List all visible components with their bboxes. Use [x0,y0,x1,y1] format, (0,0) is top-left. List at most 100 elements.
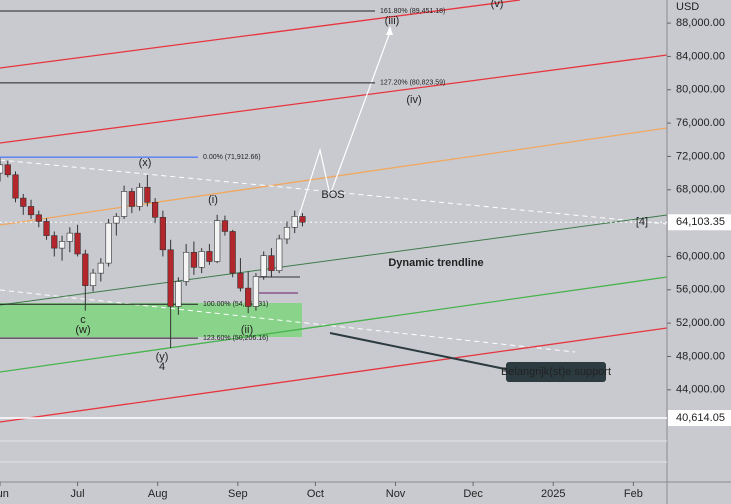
candle-body [58,241,66,249]
callout-box [506,362,606,382]
candle-body [214,220,221,262]
annotation: Belangrijk(st)e support [501,366,611,378]
dynamic-trendline [0,214,667,306]
candle-body [237,272,244,289]
candle-body [120,191,128,217]
y-tick-label: 56,000.00 [676,284,725,296]
wave-label: (x) [139,157,152,169]
candle-body [113,216,120,224]
currency: USD [676,1,699,13]
candle-body [159,216,166,251]
price-label-box [668,214,731,231]
candle-body [260,255,267,277]
wave-label: (v) [491,0,504,10]
x-tick-label: Aug [148,488,168,500]
candle-body [299,216,306,223]
wave-label: (y) [156,351,169,363]
channel-line [0,0,521,69]
candle-body [43,221,50,236]
plot: 161.80% (89,451.18) 127.20% (80,823.59) 0.… [0,8,667,419]
y-tick-label: 52,000.00 [676,317,725,329]
dashed-trendline [0,159,667,225]
candle-body [206,251,213,262]
projection-arrow [296,31,391,223]
y-tick-label: 88,000.00 [676,17,725,29]
candle-body [283,226,291,240]
x-tick-label: 2025 [541,488,565,500]
wave-label: (w) [75,324,90,336]
price-label: 64,103.35 [676,216,725,228]
candle-body [97,262,104,274]
fib-label: 123.60% (50,206.16) [203,335,268,342]
candle-body [291,216,298,228]
x-tick-label: Sep [228,488,248,500]
x-tick-label: Feb [624,488,643,500]
y-tick-label: 80,000.00 [676,84,725,96]
callout-line [329,332,511,371]
arrow-head [386,26,393,35]
candle-body [268,255,275,271]
candle-body [245,287,252,307]
y-tick-label: 44,000.00 [676,384,725,396]
fib-label: 100.00% (54,263.31) [203,301,268,308]
channel-line [0,127,667,226]
annotation: [4] [636,216,648,228]
candle-body [198,251,205,268]
dashed-trendline [0,289,576,353]
x-tick-label: Oct [307,488,324,500]
y-tick-label: 72,000.00 [676,150,725,162]
x-tick-label: Jun [0,488,9,500]
candle-body [144,186,151,203]
wave-label: (ii) [241,324,253,336]
channel-line [0,276,667,373]
candle-body [190,251,197,268]
support-zone [0,303,302,337]
x-tick-label: Dec [463,488,483,500]
candle-body [66,232,73,242]
candle-body [183,251,190,282]
candle-body [167,249,174,307]
wave-label: (i) [208,194,218,206]
candle-body [82,253,89,286]
candle-body [4,164,11,176]
candle-body [252,276,260,307]
y-tick-label: 60,000.00 [676,250,725,262]
candle-body [74,232,81,255]
candle-body [12,174,19,199]
fib-label: 0.00% (71,912.66) [203,154,261,161]
candle-body [27,206,35,216]
candle-body [152,201,159,218]
fib-label: 127.20% (80,823.59) [380,80,445,87]
candle-body [105,222,112,264]
candle-body [136,186,143,207]
annotation: Dynamic trendline [388,257,483,269]
fib-label: 161.80% (89,451.18) [380,8,445,15]
y-tick-label: 76,000.00 [676,117,725,129]
candle-body [221,220,229,232]
x-tick-label: Nov [386,488,406,500]
wave-label: (iv) [406,94,421,106]
wave-label: 4 [159,361,165,373]
y-tick-label: 48,000.00 [676,350,725,362]
candle-body [51,235,58,249]
channel-line [0,54,667,144]
candle-body [175,281,182,307]
candle-body [35,214,42,222]
price-label-box [668,410,731,427]
wave-label: (iii) [385,15,400,27]
channel-line [0,327,667,423]
candle-body [276,238,283,271]
x-tick-label: Jul [71,488,85,500]
candle-body [89,272,97,286]
annotation: BOS [321,189,344,201]
price-label: 40,614.05 [676,412,725,424]
candle-body [128,191,135,207]
y-tick-label: 68,000.00 [676,184,725,196]
candle-body [20,197,27,207]
candle-body [0,164,4,174]
drawings [0,0,667,423]
wave-label: c [80,314,86,326]
y-tick-label: 84,000.00 [676,50,725,62]
